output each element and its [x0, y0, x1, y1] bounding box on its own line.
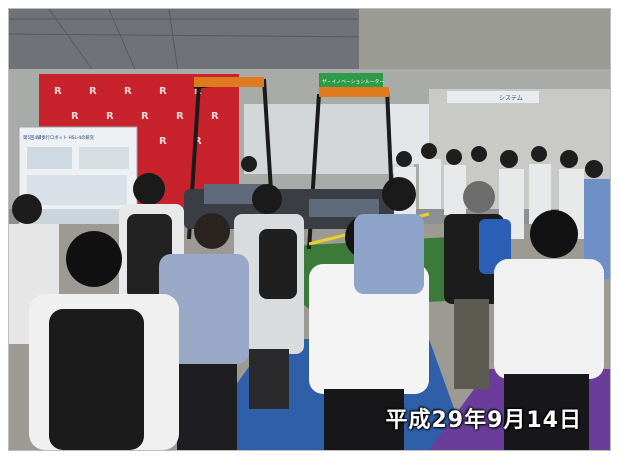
svg-text:R: R — [211, 111, 219, 122]
ceiling-panels — [359, 9, 610, 69]
crowd-back — [241, 143, 603, 178]
svg-text:R: R — [106, 111, 114, 122]
svg-text:R: R — [124, 86, 132, 97]
person-black-tee — [444, 181, 511, 389]
svg-text:R: R — [159, 136, 167, 147]
background-booths — [244, 104, 414, 174]
person-right-white-shirt — [494, 210, 604, 450]
person-center-gray — [234, 184, 304, 409]
booth-sign-right — [447, 91, 539, 103]
svg-text:R: R — [194, 136, 202, 147]
svg-text:ザ・イノベーションルーター: ザ・イノベーションルーター — [322, 78, 384, 85]
svg-text:R: R — [71, 111, 79, 122]
svg-text:システム: システム — [499, 95, 523, 102]
person-striped-shirt — [159, 213, 249, 450]
svg-text:R: R — [54, 86, 62, 97]
person-front-backpack — [29, 231, 179, 450]
svg-text:R: R — [89, 86, 97, 97]
date-stamp: 平成29年9月14日 — [385, 408, 582, 433]
person-blue-shirt — [354, 177, 424, 294]
svg-text:R: R — [176, 111, 184, 122]
orange-beam-right — [319, 87, 389, 97]
svg-text:R: R — [141, 111, 149, 122]
poster-title: 第5回4脚歩行ロボット HSL-4の研究 — [23, 134, 95, 141]
orange-beam-left — [194, 77, 264, 87]
svg-text:R: R — [159, 86, 167, 97]
booth-sign-green — [319, 73, 383, 87]
